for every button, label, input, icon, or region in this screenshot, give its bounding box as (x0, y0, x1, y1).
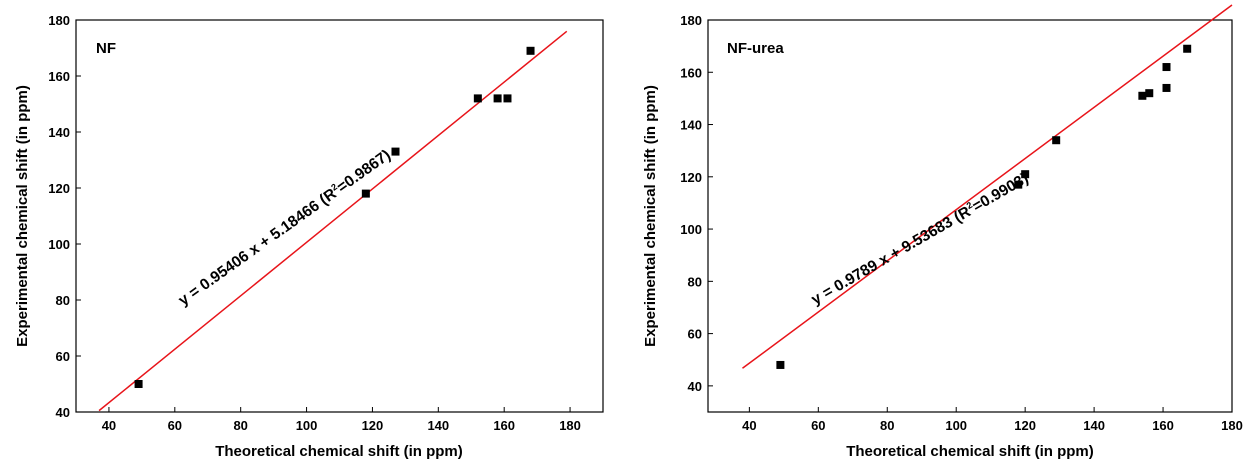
y-tick-label: 140 (680, 118, 702, 133)
x-tick-label: 120 (362, 418, 384, 433)
panel-label: NF-urea (727, 40, 784, 57)
y-tick-label: 120 (48, 181, 70, 196)
data-point (1014, 180, 1023, 189)
data-point (1145, 89, 1154, 98)
plot-frame (75, 19, 604, 413)
y-tick-label: 80 (688, 274, 702, 289)
x-tick-label: 100 (945, 418, 967, 433)
fit-equation-suffix: =0.9867) (334, 147, 394, 197)
fit-line (98, 30, 568, 412)
y-tick-label: 40 (688, 379, 702, 394)
y-axis-ticks: 40 60 80 100 120 140 160 180 (680, 13, 713, 394)
fit-equation-prefix: y = 0.9789 x + 9.53683 (R (809, 203, 974, 308)
data-point (1052, 136, 1061, 145)
y-axis-label: Experimental chemical shift (in ppm) (14, 85, 31, 347)
data-point (503, 94, 512, 103)
x-tick-label: 120 (1014, 418, 1036, 433)
data-point (493, 94, 502, 103)
y-tick-label: 40 (56, 405, 70, 420)
x-tick-label: 60 (811, 418, 825, 433)
y-tick-label: 160 (48, 69, 70, 84)
data-point (473, 94, 482, 103)
x-tick-label: 60 (168, 418, 182, 433)
x-axis-ticks: 40 60 80 100 120 140 160 180 (102, 407, 581, 433)
chart-nf-urea: 40 60 80 100 120 140 160 180 40 60 80 100 120 140 160… (642, 4, 1243, 460)
y-tick-label: 60 (56, 349, 70, 364)
data-points (134, 46, 535, 388)
x-tick-label: 160 (493, 418, 515, 433)
fit-equation: y = 0.95406 x + 5.18466 (R2=0.9867) (175, 146, 394, 309)
y-tick-label: 180 (680, 13, 702, 28)
data-point (1162, 63, 1171, 72)
x-tick-label: 160 (1152, 418, 1174, 433)
fit-equation-sup: 2 (329, 182, 339, 193)
data-points (776, 44, 1192, 369)
data-point (134, 380, 143, 388)
x-tick-label: 40 (742, 418, 756, 433)
x-axis-label: Theoretical chemical shift (in ppm) (846, 443, 1094, 460)
data-point (776, 360, 785, 369)
y-tick-label: 180 (48, 13, 70, 28)
y-tick-label: 60 (688, 327, 702, 342)
data-point (1138, 91, 1147, 100)
x-tick-label: 180 (1221, 418, 1243, 433)
x-tick-label: 180 (559, 418, 581, 433)
panel-label: NF (96, 40, 116, 57)
data-point (1183, 44, 1192, 53)
data-point (1162, 83, 1171, 92)
y-tick-label: 120 (680, 170, 702, 185)
fit-equation-sup: 2 (965, 200, 974, 211)
plot-frame (707, 19, 1233, 413)
x-tick-label: 140 (1083, 418, 1105, 433)
data-point (391, 147, 400, 156)
data-point (361, 189, 370, 198)
y-tick-label: 160 (680, 65, 702, 80)
x-tick-label: 140 (427, 418, 449, 433)
y-axis-label: Experimental chemical shift (in ppm) (642, 85, 659, 347)
fit-line (742, 4, 1233, 369)
x-axis-ticks: 40 60 80 100 120 140 160 180 (742, 407, 1243, 433)
y-tick-label: 140 (48, 125, 70, 140)
chart-nf: 40 60 80 100 120 140 160 180 40 60 80 100 120 140 160… (14, 13, 604, 460)
y-tick-label: 80 (56, 293, 70, 308)
x-tick-label: 80 (233, 418, 247, 433)
fit-equation: y = 0.9789 x + 9.53683 (R2=0.9903) (808, 169, 1031, 308)
x-axis-label: Theoretical chemical shift (in ppm) (215, 443, 463, 460)
x-tick-label: 40 (102, 418, 116, 433)
fit-equation-prefix: y = 0.95406 x + 5.18466 (R (175, 185, 339, 309)
x-tick-label: 100 (296, 418, 318, 433)
y-tick-label: 100 (48, 237, 70, 252)
data-point (1021, 170, 1030, 179)
x-tick-label: 80 (880, 418, 894, 433)
y-tick-label: 100 (680, 222, 702, 237)
y-axis-ticks: 40 60 80 100 120 140 160 180 (48, 13, 81, 420)
data-point (526, 46, 535, 55)
